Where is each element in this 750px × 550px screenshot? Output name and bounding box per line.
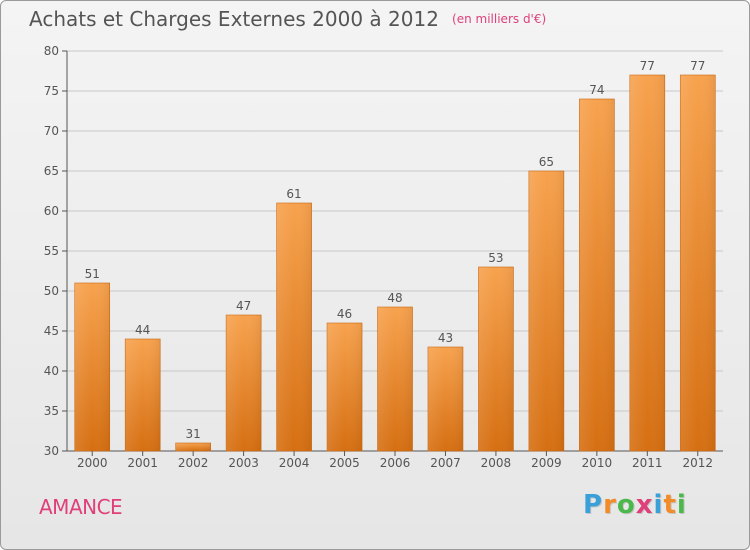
logo-letter: x xyxy=(635,490,654,520)
proxiti-logo[interactable]: Proxiti xyxy=(583,490,687,520)
data-label: 61 xyxy=(286,187,301,201)
logo-letter: i xyxy=(676,490,687,520)
logo-letter: t xyxy=(663,490,677,520)
x-tick-label: 2009 xyxy=(531,456,562,470)
bar-shine xyxy=(629,75,665,451)
y-tick-label: 70 xyxy=(44,124,59,138)
bar-shine xyxy=(680,75,716,451)
x-tick-label: 2011 xyxy=(632,456,663,470)
data-label: 47 xyxy=(236,299,251,313)
bar-shine xyxy=(427,347,463,451)
logo-letter: i xyxy=(653,490,664,520)
chart-title: Achats et Charges Externes 2000 à 2012 xyxy=(29,7,439,31)
y-tick-label: 65 xyxy=(44,164,59,178)
x-tick-label: 2005 xyxy=(329,456,360,470)
data-label: 77 xyxy=(690,59,705,73)
bar-shine xyxy=(74,283,110,451)
bar-shine xyxy=(377,307,413,451)
data-label: 46 xyxy=(337,307,352,321)
data-label: 43 xyxy=(438,331,453,345)
x-tick-label: 2007 xyxy=(430,456,461,470)
y-tick-label: 45 xyxy=(44,324,59,338)
x-tick-label: 2004 xyxy=(279,456,310,470)
bar-shine xyxy=(478,267,514,451)
data-label: 65 xyxy=(539,155,554,169)
bar-shine xyxy=(175,443,211,451)
bar-shine xyxy=(276,203,312,451)
bar-shine xyxy=(327,323,363,451)
x-tick-label: 2000 xyxy=(77,456,108,470)
bar-shine xyxy=(528,171,564,451)
data-labels: 51 44 31 47 61 46 48 43 53 65 74 77 77 xyxy=(85,59,706,441)
logo-letter: r xyxy=(603,490,617,520)
data-label: 48 xyxy=(387,291,402,305)
chart-unit: (en milliers d'€) xyxy=(452,12,547,26)
y-tick-label: 60 xyxy=(44,204,59,218)
y-tick-label: 50 xyxy=(44,284,59,298)
data-label: 53 xyxy=(488,251,503,265)
bar-shine xyxy=(579,99,615,451)
bars xyxy=(74,74,716,452)
bar-shine xyxy=(125,339,161,451)
x-tick-label: 2001 xyxy=(127,456,158,470)
x-tick-label: 2010 xyxy=(582,456,613,470)
y-tick-label: 30 xyxy=(44,444,59,458)
data-label: 74 xyxy=(589,83,604,97)
x-tick-label: 2012 xyxy=(682,456,713,470)
data-label: 51 xyxy=(85,267,100,281)
data-label: 44 xyxy=(135,323,150,337)
y-tick-label: 80 xyxy=(44,44,59,58)
commune-name: AMANCE xyxy=(39,495,123,519)
x-tick-label: 2008 xyxy=(481,456,512,470)
y-tick-label: 40 xyxy=(44,364,59,378)
x-tick-label: 2002 xyxy=(178,456,209,470)
y-tick-label: 35 xyxy=(44,404,59,418)
y-tick-label: 55 xyxy=(44,244,59,258)
data-label: 77 xyxy=(640,59,655,73)
data-label: 31 xyxy=(186,427,201,441)
logo-letter: P xyxy=(583,490,604,520)
x-tick-label: 2003 xyxy=(228,456,259,470)
x-tick-label: 2006 xyxy=(380,456,411,470)
chart-title-block: Achats et Charges Externes 2000 à 2012 (… xyxy=(29,7,546,31)
bar-shine xyxy=(226,315,262,451)
y-tick-label: 75 xyxy=(44,84,59,98)
logo-letter: o xyxy=(616,490,636,520)
